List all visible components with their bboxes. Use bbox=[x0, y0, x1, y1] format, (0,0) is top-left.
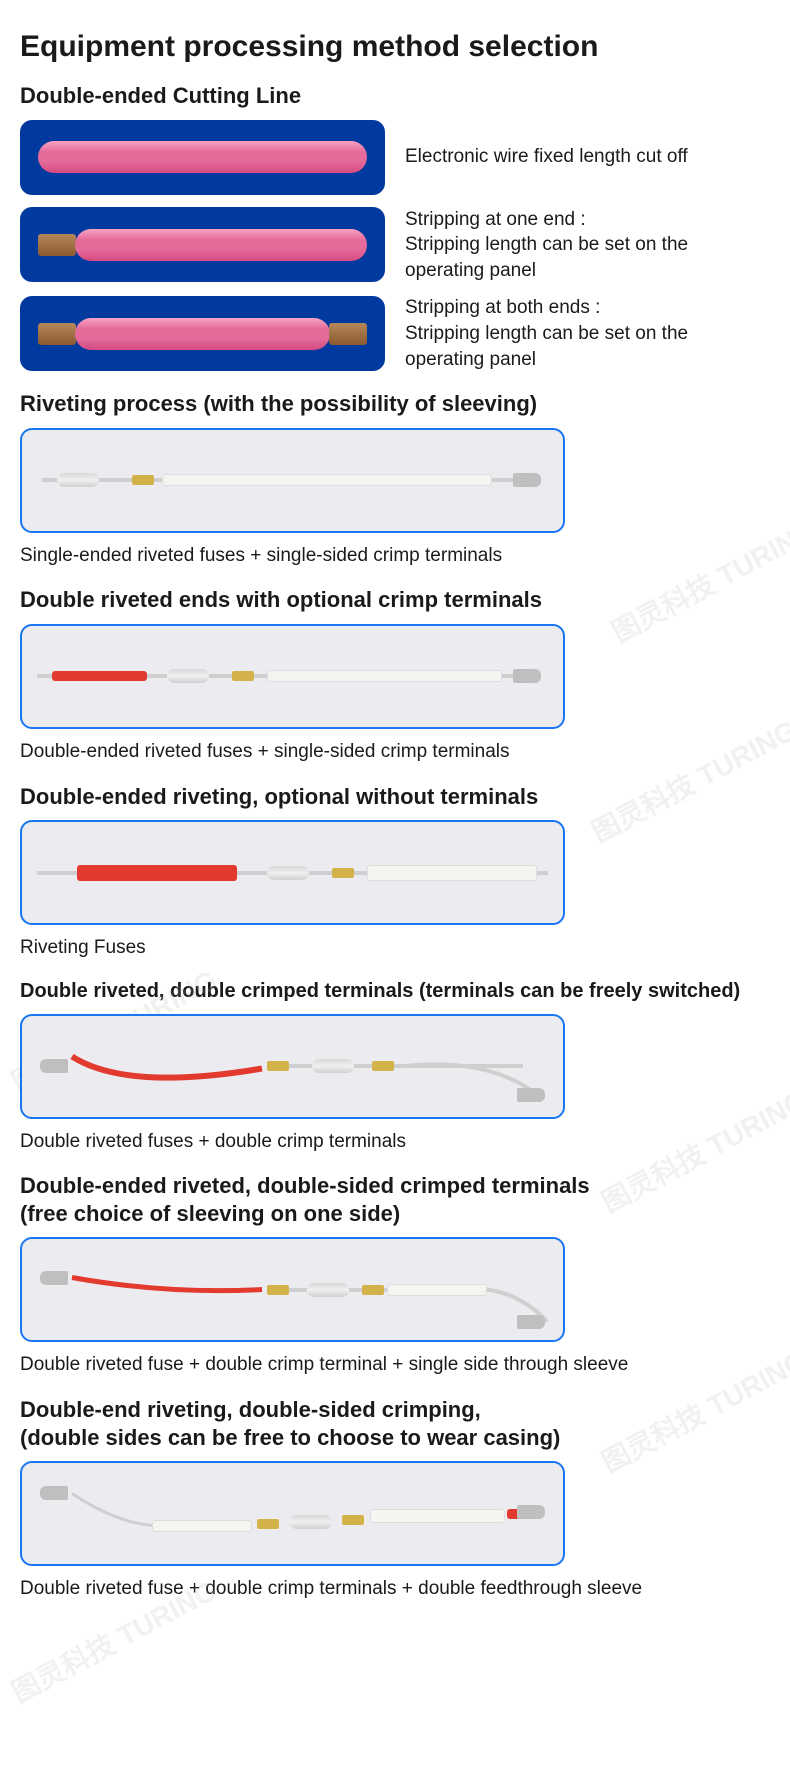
cutting-illustration-1 bbox=[20, 120, 385, 195]
section-heading-5: Double-ended riveted, double-sided crimp… bbox=[20, 1172, 770, 1227]
product-photo-5 bbox=[20, 1237, 565, 1342]
section-heading-cutting: Double-ended Cutting Line bbox=[20, 82, 770, 110]
caption-5: Double riveted fuse + double crimp termi… bbox=[20, 1352, 770, 1378]
section-heading-2: Double riveted ends with optional crimp … bbox=[20, 586, 770, 614]
watermark: 图灵科技 TURING bbox=[604, 509, 790, 651]
product-photo-3 bbox=[20, 820, 565, 925]
cutting-illustration-2 bbox=[20, 207, 385, 282]
product-photo-1 bbox=[20, 428, 565, 533]
page-title: Equipment processing method selection bbox=[20, 30, 770, 64]
cutting-desc-3: Stripping at both ends : Stripping lengt… bbox=[405, 295, 770, 372]
caption-3: Riveting Fuses bbox=[20, 935, 770, 961]
section-heading-4: Double riveted, double crimped terminals… bbox=[20, 979, 770, 1004]
section-heading-1: Riveting process (with the possibility o… bbox=[20, 390, 770, 418]
section-heading-6: Double-end riveting, double-sided crimpi… bbox=[20, 1396, 770, 1451]
watermark: 图灵科技 TURING bbox=[584, 709, 790, 851]
cutting-row: Stripping at one end : Stripping length … bbox=[20, 207, 770, 284]
caption-2: Double-ended riveted fuses + single-side… bbox=[20, 739, 770, 765]
caption-4: Double riveted fuses + double crimp term… bbox=[20, 1129, 770, 1155]
cutting-illustration-3 bbox=[20, 296, 385, 371]
caption-1: Single-ended riveted fuses + single-side… bbox=[20, 543, 770, 569]
cutting-desc-1: Electronic wire fixed length cut off bbox=[405, 144, 688, 170]
product-photo-6 bbox=[20, 1461, 565, 1566]
product-photo-4 bbox=[20, 1014, 565, 1119]
cutting-row: Stripping at both ends : Stripping lengt… bbox=[20, 295, 770, 372]
cutting-desc-2: Stripping at one end : Stripping length … bbox=[405, 207, 770, 284]
cutting-row: Electronic wire fixed length cut off bbox=[20, 120, 770, 195]
section-heading-3: Double-ended riveting, optional without … bbox=[20, 783, 770, 811]
product-photo-2 bbox=[20, 624, 565, 729]
caption-6: Double riveted fuse + double crimp termi… bbox=[20, 1576, 770, 1602]
